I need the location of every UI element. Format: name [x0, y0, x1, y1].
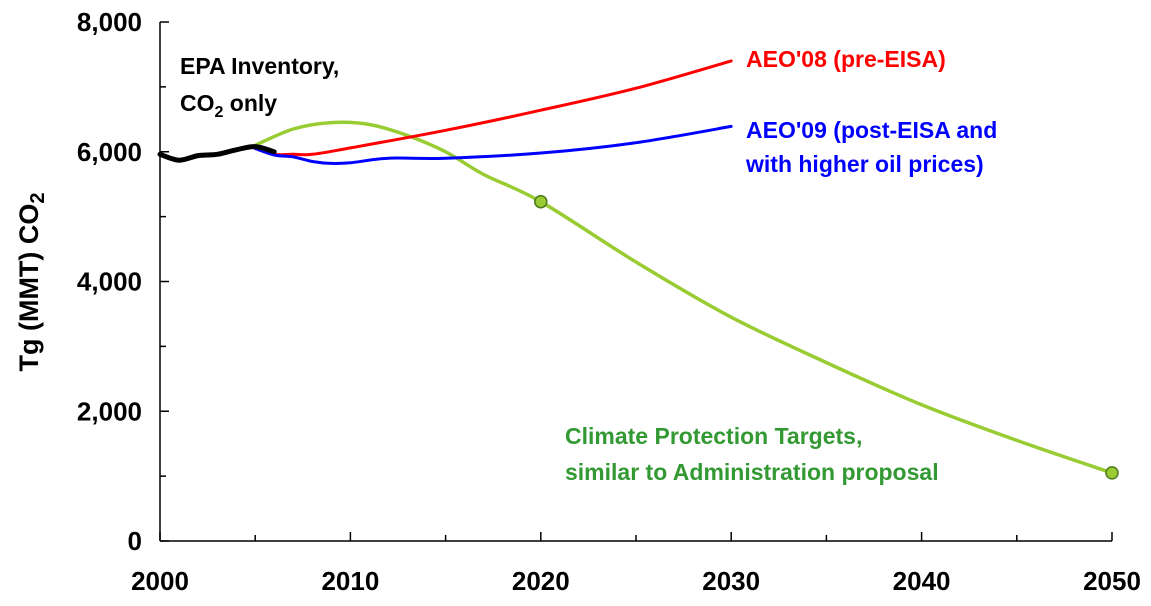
aeo09-label-line1: AEO'09 (post-EISA and	[746, 117, 997, 143]
marker-layer	[534, 194, 1119, 480]
y-tick-label: 2,000	[77, 396, 142, 426]
aeo08-label: AEO'08 (pre-EISA)	[746, 46, 946, 72]
aeo09-label-line2: with higher oil prices)	[745, 151, 984, 177]
y-tick-label: 8,000	[77, 7, 142, 37]
y-axis-title: Tg (MMT) CO2	[14, 192, 49, 371]
y-axis-ticks: 0 2,000 4,000 6,000 8,000	[77, 7, 169, 556]
aeo09-series-line	[253, 124, 733, 166]
climate-targets-label-line1: Climate Protection Targets,	[565, 423, 862, 449]
x-tick-label: 2010	[321, 566, 379, 596]
y-tick-label: 0	[128, 526, 142, 556]
x-tick-label: 2040	[893, 566, 951, 596]
x-tick-label: 2000	[131, 566, 189, 596]
climate-targets-label-line2: similar to Administration proposal	[565, 459, 939, 485]
epa-inventory-label-line2: CO2 only	[180, 90, 277, 121]
y-tick-label: 4,000	[77, 267, 142, 297]
x-axis-ticks: 2000 2010 2020 2030 2040 2050	[131, 532, 1141, 596]
climate-target-marker	[534, 194, 548, 209]
climate-series-line	[253, 120, 1114, 475]
series-layer	[157, 59, 1114, 475]
epa-series-line	[157, 144, 277, 163]
x-tick-label: 2020	[512, 566, 570, 596]
x-tick-label: 2030	[702, 566, 760, 596]
epa-inventory-label: EPA Inventory,	[180, 53, 339, 79]
y-tick-label: 6,000	[77, 137, 142, 167]
climate-target-marker	[1105, 466, 1119, 480]
x-tick-label: 2050	[1083, 566, 1141, 596]
